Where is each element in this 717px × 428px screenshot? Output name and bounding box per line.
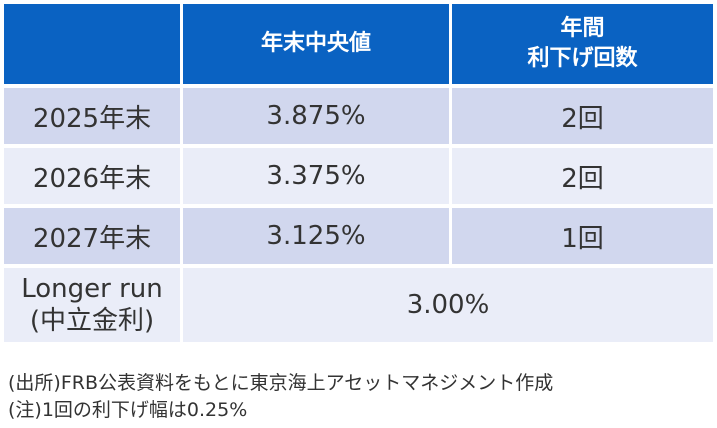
table-row-2025: 2025年末 3.875% 2回 bbox=[4, 88, 713, 148]
footnotes: (出所)FRB公表資料をもとに東京海上アセットマネジメント作成 (注)1回の利下… bbox=[8, 370, 553, 424]
rate-cut-note: (注)1回の利下げ幅は0.25% bbox=[8, 399, 248, 421]
header-median: 年末中央値 bbox=[183, 4, 452, 88]
source-note: (出所)FRB公表資料をもとに東京海上アセットマネジメント作成 bbox=[8, 372, 554, 394]
cuts-value: 2回 bbox=[452, 148, 713, 208]
table-row-longer-run: Longer run (中立金利) 3.00% bbox=[4, 268, 713, 342]
longer-run-label: Longer run (中立金利) bbox=[4, 268, 183, 342]
dot-plot-table: 年末中央値 年間 利下げ回数 2025年末 3.875% 2回 2026年末 3… bbox=[4, 4, 713, 342]
row-label: 2027年末 bbox=[4, 208, 183, 268]
header-rate-cuts: 年間 利下げ回数 bbox=[452, 4, 713, 88]
header-row: 年末中央値 年間 利下げ回数 bbox=[4, 4, 713, 88]
row-label: 2025年末 bbox=[4, 88, 183, 148]
median-value: 3.875% bbox=[183, 88, 452, 148]
cuts-value: 2回 bbox=[452, 88, 713, 148]
longer-run-label-line2: (中立金利) bbox=[29, 306, 155, 336]
header-rate-cuts-line2: 利下げ回数 bbox=[527, 46, 638, 71]
row-label: 2026年末 bbox=[4, 148, 183, 208]
header-empty-cell bbox=[4, 4, 183, 88]
table-row-2027: 2027年末 3.125% 1回 bbox=[4, 208, 713, 268]
header-rate-cuts-line1: 年間 bbox=[560, 16, 605, 41]
cuts-value: 1回 bbox=[452, 208, 713, 268]
table-row-2026: 2026年末 3.375% 2回 bbox=[4, 148, 713, 208]
median-value: 3.125% bbox=[183, 208, 452, 268]
longer-run-label-line1: Longer run bbox=[21, 274, 163, 304]
median-value: 3.375% bbox=[183, 148, 452, 208]
longer-run-value: 3.00% bbox=[183, 268, 713, 342]
